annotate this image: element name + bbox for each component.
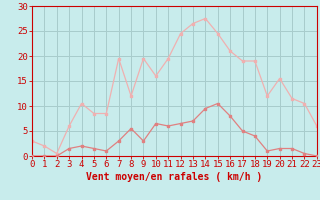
X-axis label: Vent moyen/en rafales ( km/h ): Vent moyen/en rafales ( km/h ) [86, 172, 262, 182]
